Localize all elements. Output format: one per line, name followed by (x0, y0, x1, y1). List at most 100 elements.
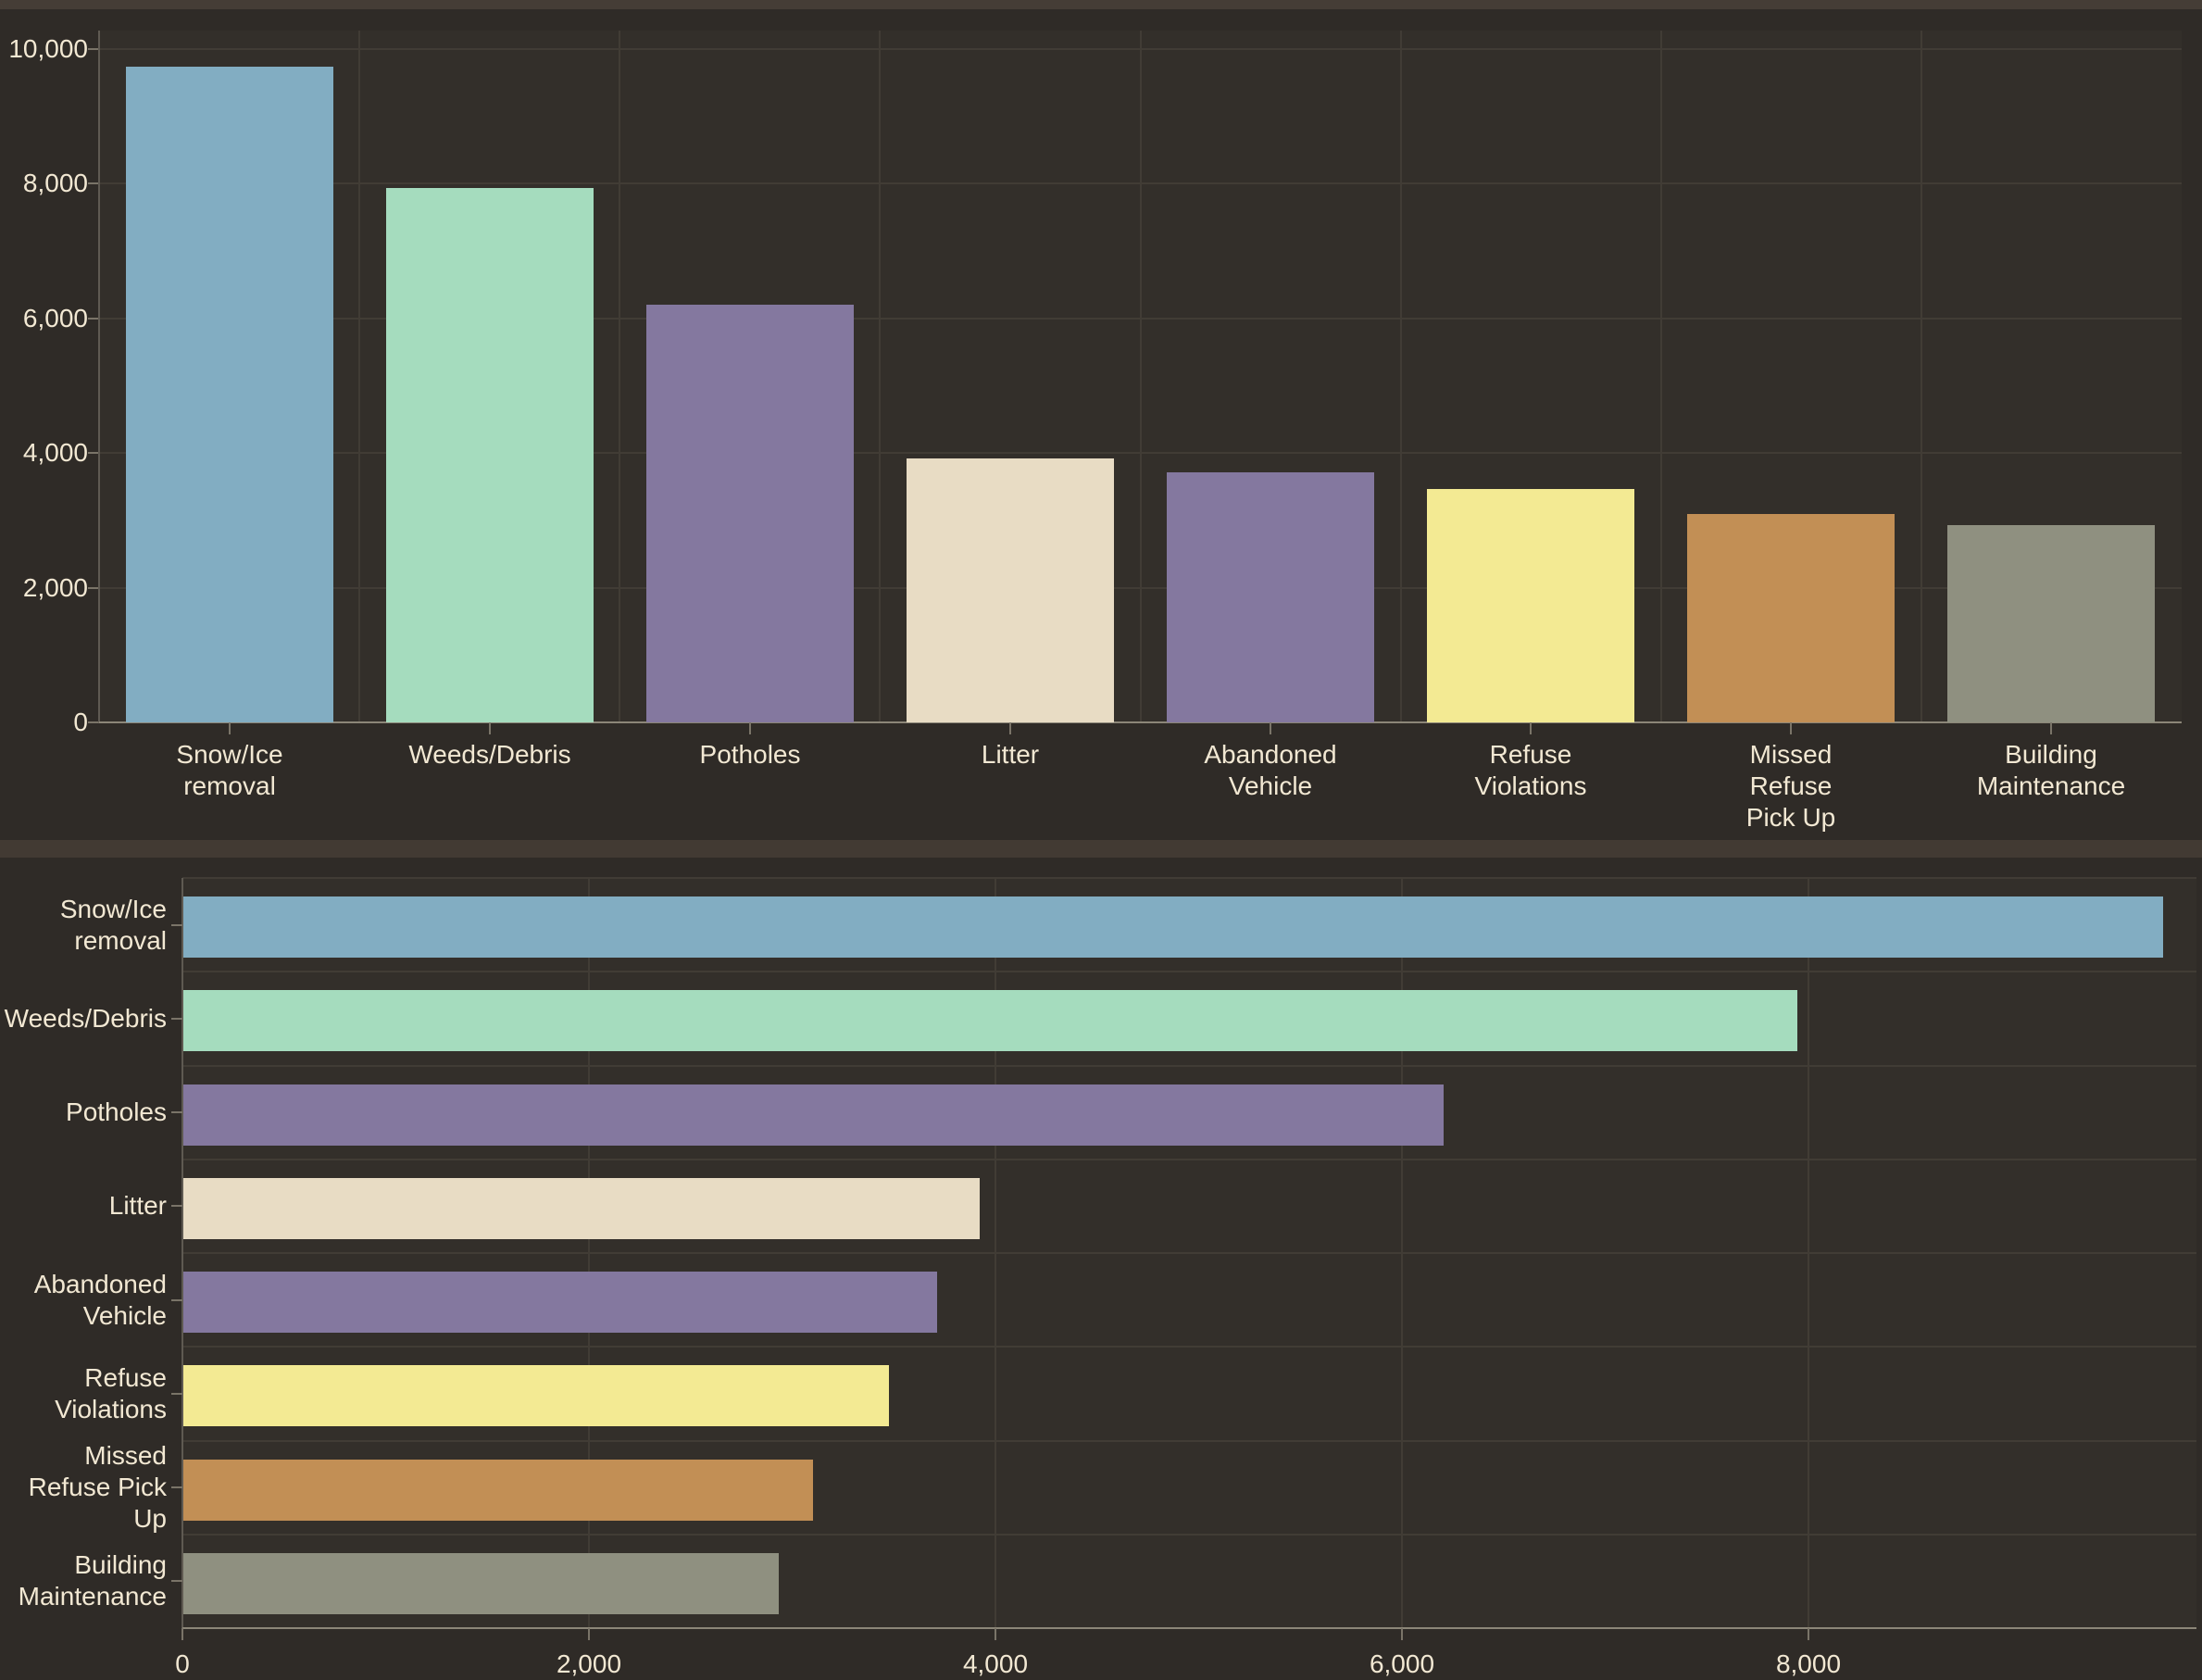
row-label-line: Violations (55, 1395, 167, 1423)
x-axis-tick (1401, 1628, 1403, 1640)
x-axis-tick (749, 722, 751, 734)
y-axis-tick (171, 1393, 182, 1395)
bar-missed-refuse-pick-up[interactable] (1687, 514, 1895, 722)
category-label-building-maintenance: Building Maintenance (1921, 739, 2181, 802)
bar-litter[interactable] (907, 458, 1114, 722)
bar-missed-refuse-pick-up[interactable] (183, 1460, 813, 1521)
gridline-y (182, 1346, 2196, 1348)
bar-weeds-debris[interactable] (386, 188, 594, 722)
y-axis-tick (88, 317, 99, 320)
x-axis-label: 8,000 (1775, 1649, 1842, 1678)
x-axis-tick (489, 722, 491, 734)
y-axis-tick (171, 924, 182, 926)
category-label-litter: Litter (881, 739, 1140, 771)
row-label-line: Litter (108, 1191, 167, 1220)
x-axis-tick (1808, 1628, 1809, 1640)
bar-abandoned-vehicle[interactable] (1167, 472, 1374, 722)
row-label-line: Refuse (84, 1363, 167, 1392)
bar-weeds-debris[interactable] (183, 990, 1797, 1051)
y-axis-label: 8,000 (22, 169, 88, 198)
category-label-line: Maintenance (1976, 771, 2126, 800)
bar-potholes[interactable] (183, 1084, 1444, 1146)
gridline-y (182, 971, 2196, 972)
row-label-line: Missed (84, 1441, 167, 1470)
vertical-bar-chart: 0 2,000 4,000 6,000 8,000 10,000 Snow/Ice remov… (0, 9, 2202, 840)
y-axis-label: 4,000 (22, 438, 88, 468)
y-axis-tick (171, 1018, 182, 1020)
category-label-line: Potholes (699, 740, 801, 769)
x-axis-label: 4,000 (962, 1649, 1029, 1678)
y-axis-tick (171, 1299, 182, 1301)
bar-building-maintenance[interactable] (1947, 525, 2155, 722)
row-label-line: Building (74, 1550, 167, 1579)
gridline-y (182, 1252, 2196, 1254)
row-label-abandoned-vehicle: Abandoned Vehicle (0, 1269, 167, 1332)
category-label-line: Refuse (1749, 771, 1833, 800)
row-label-line: Maintenance (18, 1582, 167, 1611)
category-label-abandoned-vehicle: Abandoned Vehicle (1141, 739, 1400, 802)
x-axis-tick (995, 1628, 996, 1640)
panel-divider (0, 840, 2202, 858)
gridline-x (1659, 31, 1662, 722)
category-label-line: Litter (981, 740, 1040, 769)
row-label-missed-refuse-pick-up: Missed Refuse Pick Up (0, 1440, 167, 1535)
bar-litter[interactable] (183, 1178, 980, 1239)
bar-snow-ice-removal[interactable] (183, 896, 2163, 958)
gridline-x (995, 878, 996, 1628)
x-axis-tick (181, 1628, 183, 1640)
category-label-potholes: Potholes (620, 739, 880, 771)
y-axis-tick (171, 1205, 182, 1207)
category-label-refuse-violations: Refuse Violations (1401, 739, 1660, 802)
y-axis-tick (171, 1111, 182, 1113)
x-axis-tick (1790, 722, 1792, 734)
x-axis-tick (1530, 722, 1532, 734)
gridline-x (358, 31, 361, 722)
y-axis-line (181, 878, 183, 1628)
x-axis-tick (588, 1628, 590, 1640)
row-label-snow-ice-removal: Snow/Ice removal (0, 894, 167, 957)
row-label-line: Abandoned (33, 1270, 167, 1298)
row-label-line: Refuse Pick (28, 1473, 167, 1501)
row-label-potholes: Potholes (0, 1097, 167, 1128)
bar-snow-ice-removal[interactable] (126, 67, 333, 722)
x-axis-line (182, 1627, 2196, 1629)
row-label-litter: Litter (0, 1190, 167, 1222)
bar-abandoned-vehicle[interactable] (183, 1272, 937, 1333)
row-label-line: removal (74, 926, 167, 955)
row-label-line: Snow/Ice (59, 895, 167, 923)
y-axis-line (98, 31, 100, 722)
bar-refuse-violations[interactable] (183, 1365, 889, 1426)
gridline-x (1139, 31, 1142, 722)
y-axis-label: 10,000 (8, 34, 88, 63)
y-axis-tick (88, 721, 99, 723)
category-label-line: Abandoned (1204, 740, 1337, 769)
y-axis-tick (171, 1580, 182, 1582)
bar-refuse-violations[interactable] (1427, 489, 1634, 722)
y-axis-tick (88, 586, 99, 589)
category-label-snow-ice-removal: Snow/Ice removal (100, 739, 359, 802)
y-axis-tick (88, 48, 99, 50)
bar-potholes[interactable] (646, 305, 854, 722)
bar-building-maintenance[interactable] (183, 1553, 779, 1614)
x-axis-label: 0 (175, 1649, 190, 1678)
gridline-x (588, 878, 590, 1628)
x-axis-tick (1270, 722, 1271, 734)
gridline-x (879, 31, 882, 722)
category-label-line: Snow/Ice (176, 740, 283, 769)
row-label-weeds-debris: Weeds/Debris (0, 1003, 167, 1034)
gridline-y (182, 1440, 2196, 1442)
x-axis-tick (1009, 722, 1011, 734)
x-axis-label: 2,000 (556, 1649, 622, 1678)
row-label-refuse-violations: Refuse Violations (0, 1362, 167, 1425)
y-axis-label: 6,000 (22, 303, 88, 332)
y-axis-label: 2,000 (22, 572, 88, 602)
category-label-line: Building (2005, 740, 2097, 769)
x-axis-tick (229, 722, 231, 734)
category-label-line: Weeds/Debris (408, 740, 571, 769)
row-label-line: Up (133, 1504, 167, 1533)
row-label-line: Weeds/Debris (4, 1004, 167, 1033)
category-label-line: Pick Up (1745, 803, 1836, 832)
gridline-x (1920, 31, 1922, 722)
x-axis-line (99, 721, 2182, 723)
